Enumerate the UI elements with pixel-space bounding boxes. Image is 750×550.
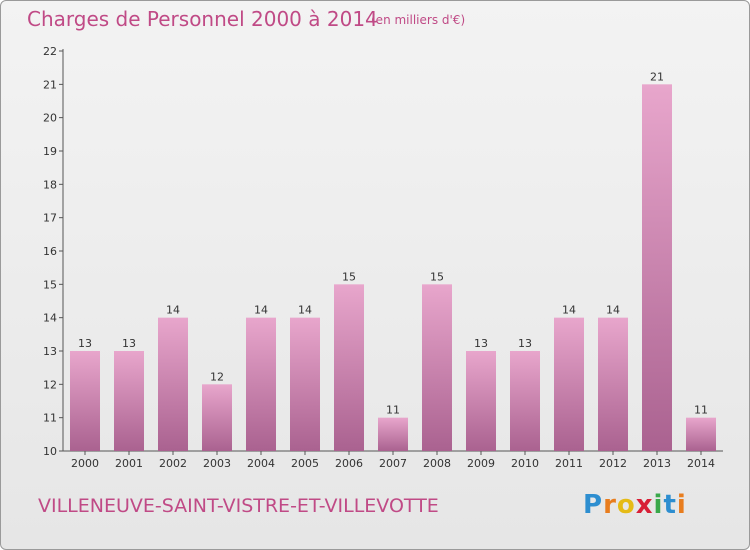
y-tick-label: 17 [43,212,57,225]
data-label: 14 [254,304,268,317]
bar [642,84,672,451]
y-tick-label: 21 [43,78,57,91]
bar [466,351,496,451]
y-tick-label: 12 [43,378,57,391]
data-label: 11 [694,404,708,417]
data-label: 14 [562,304,576,317]
bar [70,351,100,451]
y-tick-label: 19 [43,145,57,158]
data-label: 14 [606,304,620,317]
x-tick-label: 2008 [423,457,451,470]
proxiti-logo: Proxiti [583,490,687,520]
x-tick-label: 2003 [203,457,231,470]
x-tick-label: 2001 [115,457,143,470]
data-label: 13 [474,337,488,350]
x-tick-label: 2006 [335,457,363,470]
logo-letter: r [603,490,617,520]
bar [246,317,276,451]
y-tick-label: 15 [43,278,57,291]
data-label: 13 [122,337,136,350]
x-tick-label: 2002 [159,457,187,470]
bar [378,417,408,451]
data-label: 21 [650,70,664,83]
bar [158,317,188,451]
logo-letter: o [616,490,636,520]
chart-title: Charges de Personnel 2000 à 2014 [27,7,378,31]
logo-letter: i [676,490,687,520]
chart-subtitle: (en milliers d'€) [371,13,466,27]
bar [202,384,232,451]
y-tick-label: 16 [43,245,57,258]
y-tick-label: 11 [43,412,57,425]
x-tick-label: 2005 [291,457,319,470]
x-tick-label: 2004 [247,457,275,470]
data-label: 14 [298,304,312,317]
x-tick-label: 2011 [555,457,583,470]
data-label: 12 [210,370,224,383]
x-tick-label: 2000 [71,457,99,470]
bar [686,417,716,451]
x-tick-label: 2012 [599,457,627,470]
y-tick-label: 20 [43,112,57,125]
bar [598,317,628,451]
bar [554,317,584,451]
x-tick-label: 2007 [379,457,407,470]
data-label: 13 [78,337,92,350]
y-tick-label: 18 [43,178,57,191]
x-tick-label: 2009 [467,457,495,470]
logo-letter: x [635,490,654,520]
logo-letter: P [583,490,604,520]
x-tick-label: 2014 [687,457,715,470]
commune-name: VILLENEUVE-SAINT-VISTRE-ET-VILLEVOTTE [38,495,439,517]
data-label: 15 [342,270,356,283]
x-tick-label: 2010 [511,457,539,470]
bar [114,351,144,451]
data-label: 11 [386,404,400,417]
logo-letter: i [653,490,664,520]
bar [422,284,452,451]
logo-letter: t [663,490,677,520]
bar [290,317,320,451]
data-label: 13 [518,337,532,350]
y-tick-label: 13 [43,345,57,358]
y-tick-label: 14 [43,312,57,325]
bar [334,284,364,451]
y-tick-label: 10 [43,445,57,458]
data-label: 15 [430,270,444,283]
x-tick-label: 2013 [643,457,671,470]
y-tick-label: 22 [43,45,57,58]
data-label: 14 [166,304,180,317]
bar [510,351,540,451]
